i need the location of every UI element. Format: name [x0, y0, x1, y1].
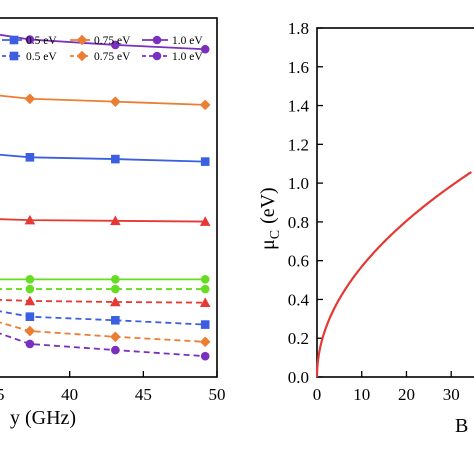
data-point: [111, 284, 120, 294]
legend-marker: [76, 50, 88, 62]
data-point: [110, 215, 121, 226]
legend-marker: [9, 35, 19, 45]
data-point: [110, 296, 121, 307]
y-tick-label: 0.2: [288, 329, 309, 348]
right-chart: 0.0 0.2 0.4 0.6 0.8 1.0 1.2 1.4 1.6 1.8 0 10 20 30 μC…: [257, 19, 474, 437]
solid-series-line-1: [0, 94, 206, 106]
y-tick-label: 0.4: [288, 290, 310, 309]
x-tick-label: 40: [61, 385, 78, 404]
x-tick-label: 0: [313, 385, 322, 404]
data-point: [25, 152, 35, 162]
data-point: [25, 339, 35, 349]
legend-marker: [9, 51, 19, 61]
y-tick-label: 1.2: [288, 135, 309, 154]
data-point: [110, 331, 121, 343]
solid-series-line-2: [0, 153, 206, 163]
mu-c-curve: [315, 171, 472, 378]
x-tick-label: 35: [0, 385, 5, 404]
y-label-unit: (eV): [257, 187, 279, 224]
data-point: [25, 35, 35, 44]
data-point: [24, 325, 36, 337]
y-label-subscript: C: [268, 230, 283, 239]
legend-label: 0.75 eV: [94, 35, 131, 47]
legend-label: 0.5 eV: [26, 35, 57, 47]
data-point: [199, 336, 211, 348]
right-y-axis-label: μC (eV): [257, 187, 283, 250]
data-point: [111, 345, 120, 355]
data-point: [199, 99, 211, 111]
data-point: [111, 154, 120, 164]
data-point: [199, 216, 211, 226]
legend-label: 1.0 eV: [172, 35, 203, 47]
y-tick-label: 1.4: [288, 97, 310, 116]
y-tick-label: 1.8: [288, 19, 309, 38]
y-tick-label: 0.8: [288, 213, 309, 232]
legend-marker: [76, 34, 88, 46]
dashed-series-line-6: [0, 299, 206, 304]
x-tick-label: 20: [398, 385, 415, 404]
data-point: [111, 40, 120, 50]
legend-label: 1.0 eV: [172, 51, 203, 63]
data-point: [111, 315, 120, 325]
left-x-axis-ticks: 35 40 45 50: [0, 371, 226, 404]
legend: 0.5 eV 0.75 eV 1.0 eV 0.5 eV 0.75 eV 1.0 eV: [2, 34, 203, 63]
data-point: [24, 214, 36, 225]
data-point: [24, 93, 36, 105]
right-axis-ticks: 0.0 0.2 0.4 0.6 0.8 1.0 1.2 1.4 1.6 1.8 0 10 20 30: [288, 19, 460, 404]
data-point: [25, 275, 35, 284]
legend-label: 0.75 eV: [94, 51, 131, 63]
x-tick-label: 45: [135, 385, 152, 404]
right-series-group: [315, 171, 472, 378]
dashed-series-line-8: [0, 321, 206, 343]
legend-marker: [152, 35, 162, 45]
data-point: [200, 351, 210, 361]
x-tick-label: 30: [443, 385, 460, 404]
solid-series-line-3: [0, 218, 206, 223]
left-plot-frame: [0, 17, 218, 378]
data-point: [24, 295, 36, 306]
data-point: [25, 312, 35, 321]
left-series-group: [0, 33, 211, 361]
y-tick-label: 1.6: [288, 58, 309, 77]
legend-marker: [152, 51, 162, 61]
data-point: [200, 320, 210, 329]
data-point: [199, 297, 211, 307]
right-x-axis-label: B: [455, 415, 468, 437]
legend-label: 0.5 eV: [26, 51, 57, 63]
y-tick-label: 1.0: [288, 174, 309, 193]
data-point: [25, 284, 35, 294]
data-point: [200, 157, 210, 166]
data-point: [200, 284, 210, 294]
left-x-axis-label: y (GHz): [10, 407, 76, 429]
x-tick-label: 50: [209, 385, 226, 404]
y-tick-label: 0.0: [288, 368, 309, 387]
y-tick-label: 0.6: [288, 252, 309, 271]
data-point: [111, 275, 120, 284]
left-chart: 0.5 eV 0.75 eV 1.0 eV 0.5 eV 0.75 eV 1.0 eV 3…: [0, 17, 226, 429]
data-point: [200, 44, 210, 54]
y-label-mu: μ: [257, 239, 279, 250]
right-plot-frame: [316, 27, 474, 378]
data-point: [200, 275, 210, 284]
data-point: [110, 96, 121, 107]
dashed-series-line-7: [0, 310, 206, 326]
x-tick-label: 10: [353, 385, 370, 404]
